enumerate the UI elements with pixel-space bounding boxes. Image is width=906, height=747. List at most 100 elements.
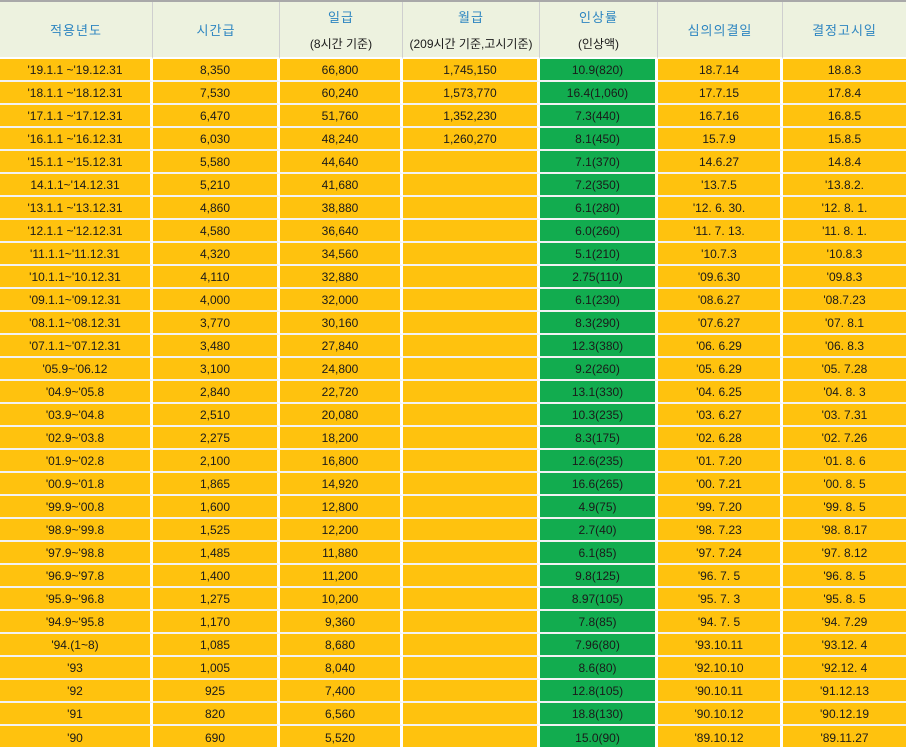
cell-monthly xyxy=(403,151,540,174)
cell-decision-date: 16.7.16 xyxy=(658,105,783,128)
cell-rate: 5.1(210) xyxy=(540,243,658,266)
cell-daily: 7,400 xyxy=(280,680,403,703)
cell-daily: 5,520 xyxy=(280,726,403,747)
cell-rate: 16.6(265) xyxy=(540,473,658,496)
cell-hourly: 925 xyxy=(153,680,280,703)
table-row: '09.1.1~'09.12.31 4,000 32,000 6.1(230) '08.… xyxy=(0,289,906,312)
cell-period: '04.9~'05.8 xyxy=(0,381,153,404)
cell-hourly: 3,480 xyxy=(153,335,280,358)
cell-notice-date: '97. 8.12 xyxy=(783,542,906,565)
cell-decision-date: '92.10.10 xyxy=(658,657,783,680)
column-header-daily: 일급 (8시간 기준) xyxy=(280,2,403,59)
cell-daily: 60,240 xyxy=(280,82,403,105)
cell-notice-date: '98. 8.17 xyxy=(783,519,906,542)
cell-daily: 34,560 xyxy=(280,243,403,266)
cell-rate: 10.9(820) xyxy=(540,59,658,82)
cell-monthly xyxy=(403,312,540,335)
column-header-notice-date: 결정고시일 xyxy=(783,2,906,59)
cell-rate: 2.7(40) xyxy=(540,519,658,542)
cell-daily: 16,800 xyxy=(280,450,403,473)
cell-monthly xyxy=(403,335,540,358)
cell-rate: 8.6(80) xyxy=(540,657,658,680)
column-label: 월급 xyxy=(458,10,484,25)
cell-monthly xyxy=(403,220,540,243)
cell-hourly: 4,860 xyxy=(153,197,280,220)
cell-notice-date: '04. 8. 3 xyxy=(783,381,906,404)
cell-daily: 20,080 xyxy=(280,404,403,427)
cell-period: '05.9~'06.12 xyxy=(0,358,153,381)
cell-hourly: 1,600 xyxy=(153,496,280,519)
cell-rate: 12.3(380) xyxy=(540,335,658,358)
cell-hourly: 3,100 xyxy=(153,358,280,381)
cell-monthly xyxy=(403,703,540,726)
cell-rate: 13.1(330) xyxy=(540,381,658,404)
table-row: '08.1.1~'08.12.31 3,770 30,160 8.3(290) '07.… xyxy=(0,312,906,335)
cell-monthly xyxy=(403,680,540,703)
cell-period: '94.(1~8) xyxy=(0,634,153,657)
cell-monthly xyxy=(403,519,540,542)
cell-daily: 9,360 xyxy=(280,611,403,634)
cell-hourly: 4,110 xyxy=(153,266,280,289)
cell-daily: 8,040 xyxy=(280,657,403,680)
cell-hourly: 2,510 xyxy=(153,404,280,427)
cell-hourly: 1,275 xyxy=(153,588,280,611)
cell-notice-date: 18.8.3 xyxy=(783,59,906,82)
cell-decision-date: 14.6.27 xyxy=(658,151,783,174)
cell-monthly xyxy=(403,381,540,404)
cell-period: '09.1.1~'09.12.31 xyxy=(0,289,153,312)
cell-daily: 12,200 xyxy=(280,519,403,542)
cell-decision-date: '12. 6. 30. xyxy=(658,197,783,220)
cell-decision-date: '05. 6.29 xyxy=(658,358,783,381)
cell-notice-date: '91.12.13 xyxy=(783,680,906,703)
cell-daily: 18,200 xyxy=(280,427,403,450)
cell-decision-date: 17.7.15 xyxy=(658,82,783,105)
cell-decision-date: '00. 7.21 xyxy=(658,473,783,496)
cell-monthly xyxy=(403,473,540,496)
cell-decision-date: '10.7.3 xyxy=(658,243,783,266)
cell-notice-date: '00. 8. 5 xyxy=(783,473,906,496)
cell-rate: 6.1(280) xyxy=(540,197,658,220)
table-row: '93 1,005 8,040 8.6(80) '92.10.10'92.12. 4 xyxy=(0,657,906,680)
cell-rate: 8.3(175) xyxy=(540,427,658,450)
cell-decision-date: '99. 7.20 xyxy=(658,496,783,519)
cell-decision-date: 18.7.14 xyxy=(658,59,783,82)
cell-daily: 8,680 xyxy=(280,634,403,657)
cell-rate: 2.75(110) xyxy=(540,266,658,289)
cell-decision-date: '97. 7.24 xyxy=(658,542,783,565)
cell-period: '08.1.1~'08.12.31 xyxy=(0,312,153,335)
table-row: '07.1.1~'07.12.31 3,480 27,840 12.3(380) '06… xyxy=(0,335,906,358)
column-sublabel: (209시간 기준,고시기준) xyxy=(409,37,533,51)
column-label: 심의의결일 xyxy=(687,23,753,38)
cell-daily: 66,800 xyxy=(280,59,403,82)
cell-notice-date: '05. 7.28 xyxy=(783,358,906,381)
cell-monthly: 1,573,770 xyxy=(403,82,540,105)
cell-monthly: 1,745,150 xyxy=(403,59,540,82)
cell-notice-date: '03. 7.31 xyxy=(783,404,906,427)
cell-decision-date: '90.10.11 xyxy=(658,680,783,703)
cell-monthly xyxy=(403,266,540,289)
cell-period: '92 xyxy=(0,680,153,703)
cell-hourly: 1,485 xyxy=(153,542,280,565)
cell-notice-date: '13.8.2. xyxy=(783,174,906,197)
table-row: '04.9~'05.8 2,840 22,720 13.1(330) '04. 6.25… xyxy=(0,381,906,404)
cell-rate: 16.4(1,060) xyxy=(540,82,658,105)
cell-period: '99.9~'00.8 xyxy=(0,496,153,519)
column-label: 인상률 xyxy=(579,10,618,25)
table-row: '02.9~'03.8 2,275 18,200 8.3(175) '02. 6.28 '… xyxy=(0,427,906,450)
table-row: '96.9~'97.8 1,400 11,200 9.8(125) '96. 7. 5 '… xyxy=(0,565,906,588)
cell-decision-date: '93.10.11 xyxy=(658,634,783,657)
table-row: '18.1.1 ~'18.12.31 7,530 60,240 1,573,770 16… xyxy=(0,82,906,105)
cell-period: '12.1.1 ~'12.12.31 xyxy=(0,220,153,243)
cell-period: '15.1.1 ~'15.12.31 xyxy=(0,151,153,174)
cell-daily: 6,560 xyxy=(280,703,403,726)
cell-monthly xyxy=(403,496,540,519)
cell-rate: 12.6(235) xyxy=(540,450,658,473)
cell-decision-date: '09.6.30 xyxy=(658,266,783,289)
cell-notice-date: '07. 8.1 xyxy=(783,312,906,335)
cell-monthly xyxy=(403,427,540,450)
cell-daily: 12,800 xyxy=(280,496,403,519)
cell-hourly: 7,530 xyxy=(153,82,280,105)
cell-daily: 38,880 xyxy=(280,197,403,220)
cell-period: '18.1.1 ~'18.12.31 xyxy=(0,82,153,105)
cell-notice-date: '90.12.19 xyxy=(783,703,906,726)
